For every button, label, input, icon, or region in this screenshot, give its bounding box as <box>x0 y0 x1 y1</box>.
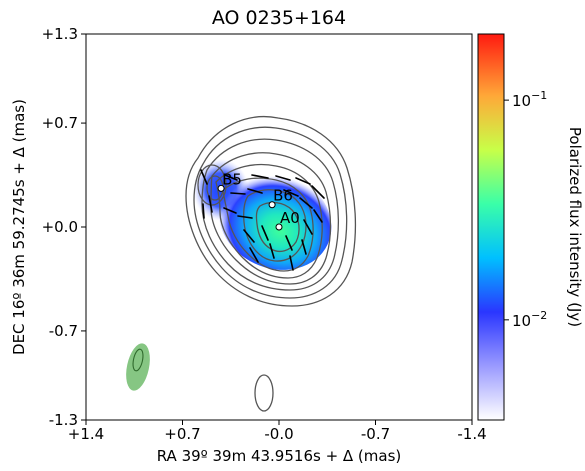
evpa-vector <box>275 175 291 181</box>
evpa-vector <box>289 255 294 271</box>
component-label: B6 <box>273 187 293 205</box>
chart-title: AO 0235+164 <box>212 7 346 29</box>
y-tick-label: +0.0 <box>42 218 78 236</box>
evpa-vector <box>303 219 313 235</box>
y-tick-label: +0.7 <box>42 114 78 132</box>
evpa-vector <box>295 177 311 185</box>
evpa-vector <box>299 197 313 209</box>
evpa-vector <box>202 203 205 219</box>
y-axis-label: DEC 16º 36m 59.2745s + Δ (mas) <box>10 99 28 355</box>
evpa-vector <box>249 247 259 263</box>
evpa-vector <box>247 188 263 194</box>
evpa-vector <box>243 229 255 243</box>
contour-level-8 <box>255 201 300 253</box>
evpa-vector <box>237 215 253 219</box>
colorbar-label: Polarized flux intensity (Jy) <box>566 127 584 327</box>
component-label: B5 <box>222 170 242 188</box>
evpa-vector <box>269 243 275 259</box>
x-tick-label: -0.0 <box>264 425 293 443</box>
colorbar <box>477 33 505 421</box>
evpa-vector <box>200 169 208 185</box>
x-axis: +1.4 +0.7 -0.0 -0.7 -1.4 <box>68 420 487 443</box>
evpa-vector <box>283 189 299 197</box>
colorbar-tick-label: 10−1 <box>512 89 547 110</box>
evpa-vector <box>311 185 325 199</box>
x-tick-label: +0.7 <box>164 425 200 443</box>
polarization-vectors <box>200 169 325 271</box>
evpa-vector <box>223 207 237 214</box>
evpa-vector <box>230 192 246 195</box>
contour-south-blob <box>254 374 274 412</box>
contour-level-2 <box>193 126 348 299</box>
evpa-vector <box>251 174 269 179</box>
contour-b5-1 <box>197 164 227 206</box>
evpa-vector <box>285 235 293 251</box>
contour-level-5 <box>215 163 323 279</box>
y-tick-label: -0.7 <box>49 322 78 340</box>
y-tick-label: +1.3 <box>42 25 78 43</box>
evpa-vector <box>313 209 323 223</box>
component-marker <box>275 223 283 231</box>
colorbar-axis: 10−1 10−2 <box>504 89 547 330</box>
contour-level-1 <box>185 116 357 307</box>
evpa-vector <box>301 239 307 255</box>
component-marker <box>217 184 225 192</box>
component-marker <box>268 201 276 209</box>
colorbar-tick-label: 10−2 <box>512 309 547 330</box>
component-label: A0 <box>280 209 300 227</box>
beam-ellipse <box>126 343 150 391</box>
beam <box>126 343 150 391</box>
x-tick-label: -1.4 <box>457 425 486 443</box>
x-axis-label: RA 39º 39m 43.9516s + Δ (mas) <box>157 447 402 465</box>
contour-level-4 <box>210 152 332 285</box>
evpa-vector <box>224 174 238 181</box>
y-tick-label: -1.3 <box>49 411 78 429</box>
contour-level-6 <box>222 177 314 272</box>
y-axis: +1.3 +0.7 +0.0 -0.7 -1.3 <box>42 25 86 429</box>
evpa-vector <box>261 225 269 241</box>
x-tick-label: +1.4 <box>68 425 104 443</box>
x-tick-label: -0.7 <box>361 425 390 443</box>
evpa-vector <box>208 195 213 213</box>
beam-contour <box>132 348 144 372</box>
component-markers: B5 B6 A0 <box>217 170 300 231</box>
